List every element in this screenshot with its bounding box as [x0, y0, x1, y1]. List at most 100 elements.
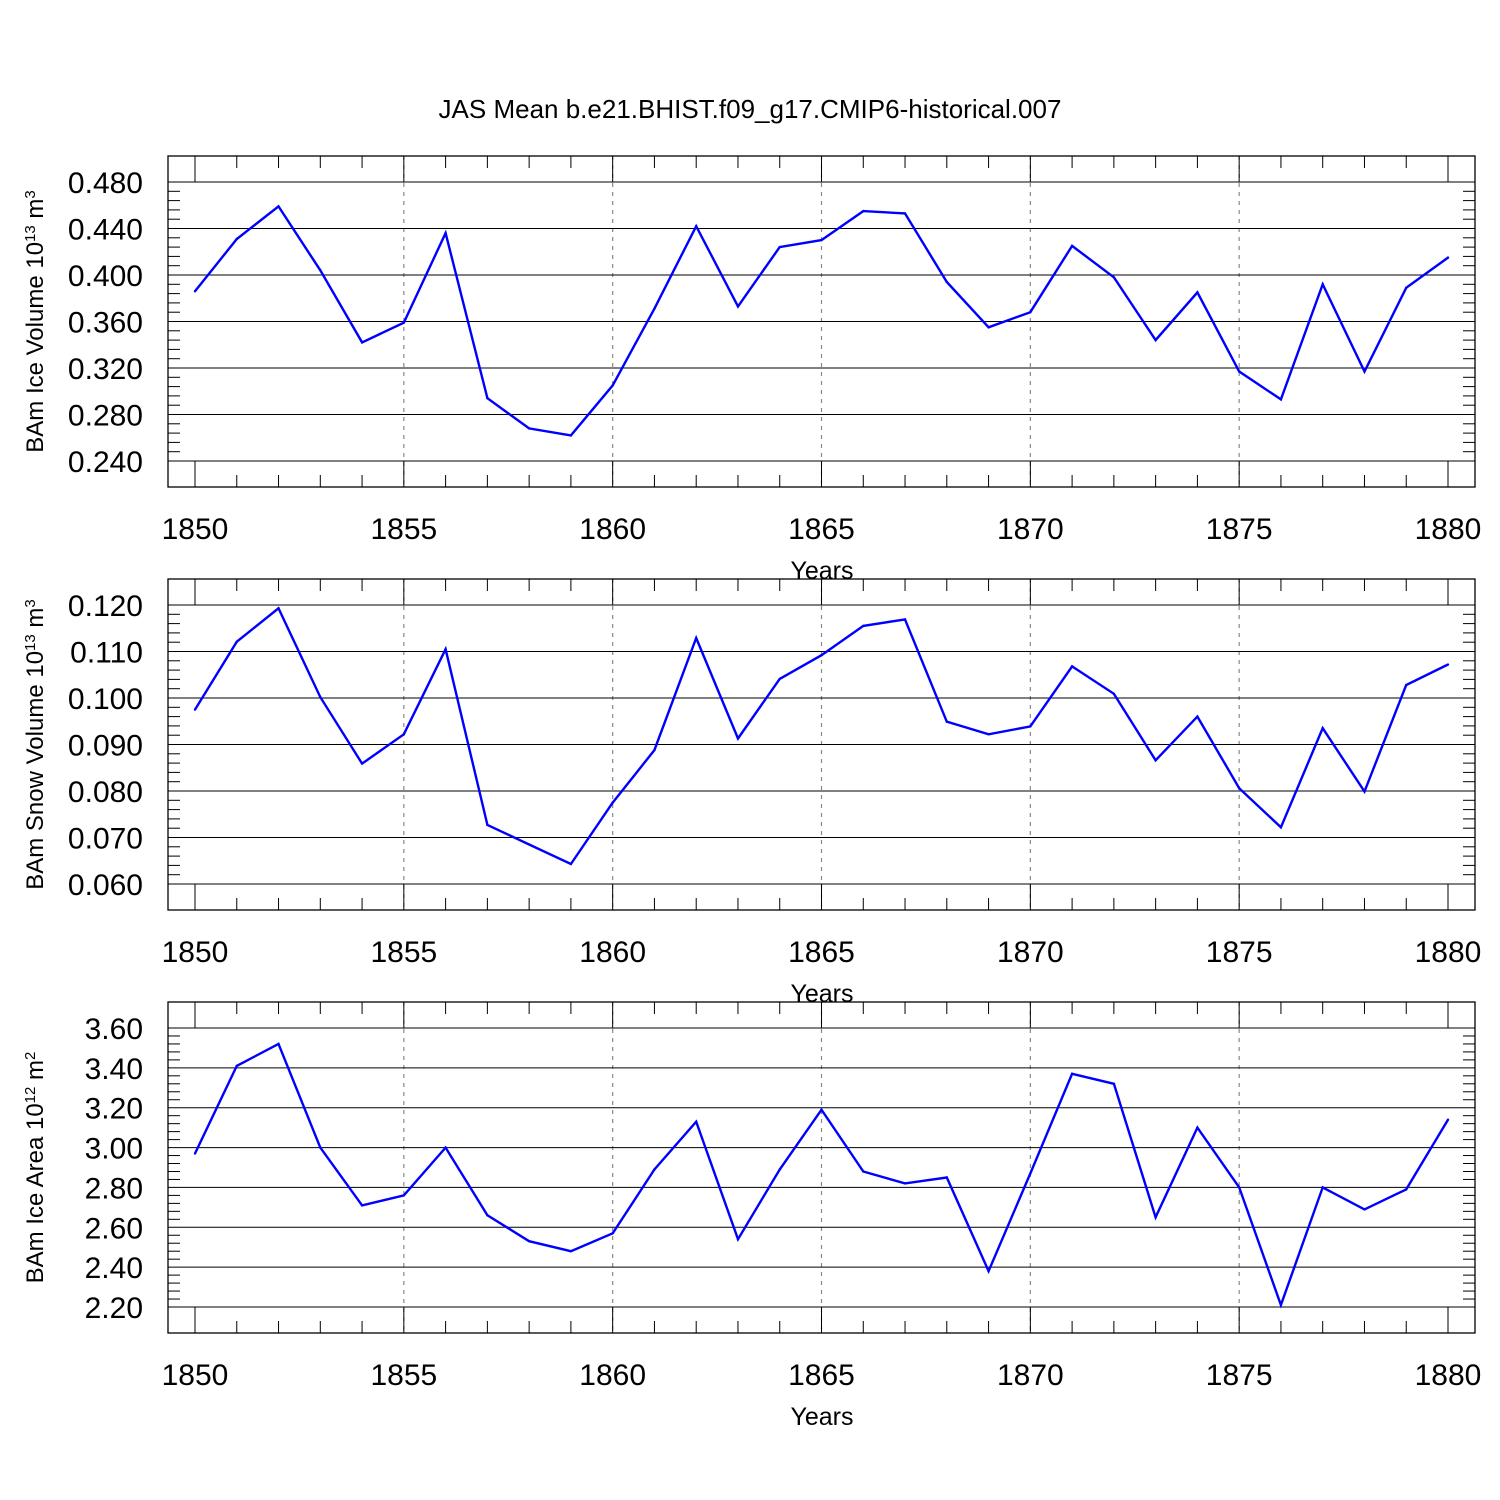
x-tick-label: 1875	[1206, 1359, 1273, 1392]
data-point	[235, 1064, 238, 1068]
data-point	[1112, 692, 1116, 696]
data-point	[1321, 283, 1324, 286]
data-point	[1070, 665, 1074, 668]
y-tick-label: 3.20	[85, 1093, 143, 1126]
y-axis-label: BAm Ice Volume 1013 m3	[22, 190, 50, 452]
y-tick-label: 0.480	[68, 167, 143, 200]
data-point	[987, 733, 990, 736]
x-axis-label: Years	[790, 1403, 853, 1431]
x-tick-label: 1865	[788, 1359, 855, 1392]
data-point	[527, 843, 531, 846]
data-point	[1279, 1303, 1283, 1307]
x-tick-label: 1870	[997, 513, 1064, 546]
data-point	[778, 245, 781, 249]
data-point	[569, 862, 573, 866]
data-point	[235, 640, 238, 643]
y-label-superscript: 13	[22, 225, 39, 242]
data-point	[653, 748, 656, 752]
y-tick-label: 0.060	[68, 869, 143, 902]
data-point	[319, 695, 322, 699]
data-point	[1405, 1188, 1408, 1191]
data-point	[1237, 1186, 1241, 1189]
data-point	[1237, 787, 1241, 790]
data-point	[1405, 286, 1408, 289]
data-point	[193, 290, 197, 293]
data-point	[444, 231, 447, 235]
y-tick-label: 0.100	[68, 683, 143, 716]
data-point	[1112, 1082, 1116, 1086]
x-tick-label: 1850	[162, 936, 229, 969]
y-label-superscript: 13	[22, 634, 39, 651]
data-point	[1154, 759, 1157, 762]
data-point	[987, 1269, 990, 1273]
y-label-text: BAm Snow Volume 10	[22, 651, 49, 890]
data-point	[1363, 790, 1366, 793]
data-point	[277, 607, 280, 610]
y-tick-label: 0.110	[70, 637, 143, 670]
y-tick-label: 0.360	[68, 307, 143, 340]
data-point	[319, 1146, 322, 1149]
data-point	[1405, 683, 1408, 687]
y-tick-label: 3.40	[85, 1053, 143, 1086]
data-point	[360, 1204, 364, 1207]
data-point	[1154, 1216, 1157, 1219]
x-tick-label: 1855	[370, 936, 437, 969]
data-point	[653, 1168, 656, 1171]
data-point	[1446, 663, 1450, 666]
data-point	[695, 224, 698, 228]
x-tick-label: 1850	[162, 513, 229, 546]
data-point	[193, 1152, 197, 1155]
x-tick-label: 1880	[1415, 1359, 1482, 1392]
data-point	[319, 269, 322, 272]
y-label-superscript: 3	[22, 599, 39, 607]
data-point	[736, 737, 740, 740]
data-point	[778, 677, 781, 681]
chart-panel-3: 2.20 2.40 2.60 2.80 3.00 3.20 3.40 3.60 1850 1855…	[22, 1001, 1482, 1431]
data-point	[862, 1170, 865, 1173]
data-point	[903, 618, 907, 621]
data-point	[486, 1214, 489, 1217]
y-tick-label: 3.00	[85, 1133, 143, 1166]
data-point	[569, 434, 573, 437]
data-point	[1321, 727, 1324, 730]
x-tick-label: 1875	[1206, 936, 1273, 969]
chart-panel-1: 0.240 0.280 0.320 0.360 0.400 0.440 0.480 1850 1…	[22, 155, 1481, 585]
x-tick-label: 1855	[370, 513, 437, 546]
data-point	[402, 733, 406, 736]
data-point	[1196, 291, 1199, 294]
data-point	[360, 762, 364, 765]
data-point	[360, 341, 364, 344]
x-tick-label: 1860	[579, 513, 646, 546]
data-point	[1196, 1126, 1199, 1129]
y-label-text: BAm Ice Area 10	[22, 1103, 49, 1283]
data-point	[1363, 370, 1366, 373]
data-point	[820, 1108, 823, 1111]
chart-panel-2: 0.060 0.070 0.080 0.090 0.100 0.110 0.120 1850 1…	[22, 578, 1481, 1008]
y-tick-label: 0.440	[68, 214, 143, 247]
data-point	[736, 1238, 740, 1241]
data-point	[1446, 256, 1450, 259]
panels: 0.240 0.280 0.320 0.360 0.400 0.440 0.480 1850 1…	[22, 155, 1482, 1431]
data-point	[862, 624, 865, 628]
y-label-superscript: 12	[22, 1087, 39, 1104]
y-tick-label: 0.080	[68, 776, 143, 809]
data-point	[1029, 311, 1032, 314]
y-label-text: m	[22, 199, 49, 226]
data-point	[695, 636, 698, 640]
data-point	[653, 307, 656, 310]
y-tick-label: 0.090	[68, 730, 143, 763]
y-axis-label: BAm Snow Volume 1013 m3	[22, 599, 50, 890]
y-label-text: m	[22, 608, 49, 635]
y-tick-label: 0.400	[68, 260, 143, 293]
x-tick-label: 1855	[370, 1359, 437, 1392]
data-point	[277, 205, 280, 208]
y-tick-label: 0.240	[68, 446, 143, 479]
y-tick-label: 2.60	[85, 1212, 143, 1245]
y-tick-label: 2.80	[85, 1172, 143, 1205]
x-tick-label: 1865	[788, 936, 855, 969]
data-point	[444, 1146, 447, 1149]
y-label-text: m	[22, 1060, 49, 1087]
y-tick-label: 2.40	[85, 1252, 143, 1285]
data-point	[1112, 276, 1116, 279]
